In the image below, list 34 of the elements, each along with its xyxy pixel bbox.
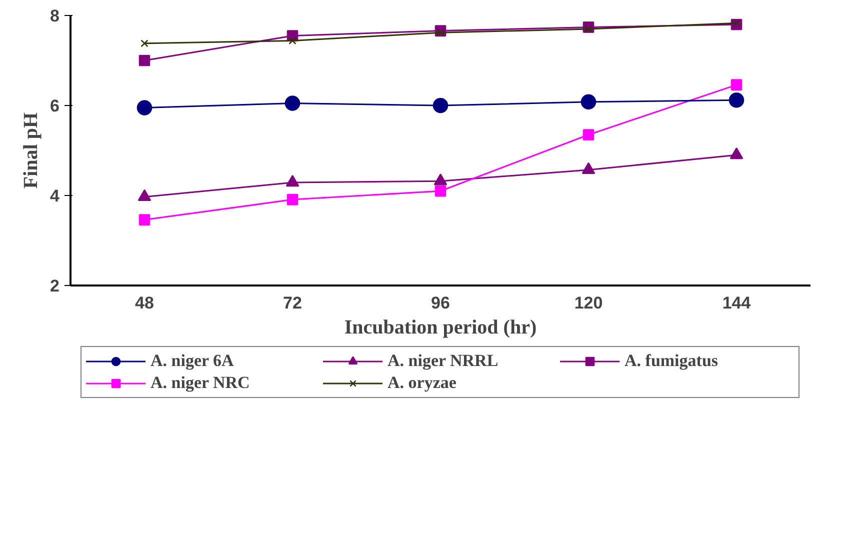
point xyxy=(288,36,296,45)
point xyxy=(286,174,300,187)
point xyxy=(138,189,152,201)
point xyxy=(580,94,596,110)
x-tick-label: 96 xyxy=(431,294,450,312)
y-tick-label: 2 xyxy=(50,276,60,296)
point xyxy=(434,185,446,197)
y-tick-label: 4 xyxy=(50,186,60,206)
point xyxy=(730,79,742,90)
legend-label: A. niger 6A xyxy=(150,351,235,371)
point xyxy=(284,96,300,111)
x-axis-title: Incubation period (hr) xyxy=(344,316,537,338)
point xyxy=(286,194,298,206)
point xyxy=(138,54,150,66)
legend-label: A. fumigatus xyxy=(624,351,720,371)
x-tick-label: 72 xyxy=(283,294,302,312)
legend-label: A. niger NRC xyxy=(150,373,251,393)
point xyxy=(582,162,596,174)
point xyxy=(434,174,448,186)
x-tick-label: 48 xyxy=(135,294,154,312)
y-axis-title: Final pH xyxy=(20,112,42,189)
point xyxy=(432,98,448,114)
legend-label: A. niger NRRL xyxy=(388,351,500,371)
legend-label: A. oryzae xyxy=(388,373,458,393)
point xyxy=(582,129,594,140)
x-tick-label: 144 xyxy=(722,294,752,312)
y-tick-label: 6 xyxy=(50,96,60,116)
point xyxy=(136,100,152,116)
x-tick-label: 120 xyxy=(574,294,603,312)
y-tick-label: 8 xyxy=(50,6,60,26)
point xyxy=(728,92,744,108)
point xyxy=(140,40,148,48)
point xyxy=(730,147,744,160)
point xyxy=(138,214,150,226)
